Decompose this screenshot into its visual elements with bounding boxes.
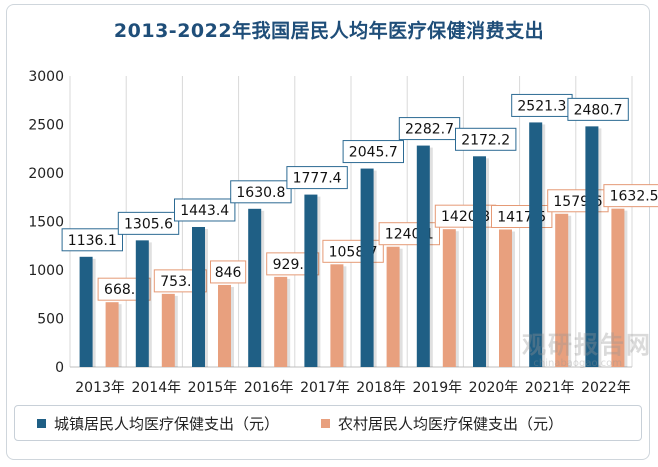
- x-tick-label: 2014年: [131, 380, 181, 396]
- y-tick-label: 0: [55, 360, 64, 376]
- legend-item-urban: 城镇居民人均医疗保健支出（元）: [37, 413, 279, 434]
- data-label-box-urban: [286, 166, 348, 190]
- y-tick-label: 3000: [28, 69, 64, 85]
- data-label-box-urban: [342, 140, 405, 164]
- watermark-text: 观研报告网: [522, 331, 652, 359]
- data-label-box-rural: [603, 184, 658, 208]
- x-tick-label: 2021年: [525, 380, 575, 396]
- chart-title: 2013-2022年我国居民人均年医疗保健消费支出: [113, 20, 545, 42]
- bar-urban: [79, 256, 93, 367]
- y-tick-label: 2000: [28, 166, 64, 182]
- data-label-urban: 2521.3: [517, 98, 566, 114]
- bar-rural: [330, 264, 344, 367]
- bar-urban: [248, 208, 262, 367]
- data-label-urban: 1777.4: [293, 171, 342, 187]
- x-tick-label: 2016年: [244, 380, 294, 396]
- watermark-sub: chinabaogao.com: [533, 358, 622, 369]
- x-tick-label: 2013年: [75, 380, 125, 396]
- bar-rural: [442, 229, 456, 367]
- data-label-box-rural: [210, 260, 247, 284]
- legend-item-rural: 农村居民人均医疗保健支出（元）: [321, 413, 563, 434]
- bar-rural: [105, 302, 119, 367]
- bar-rural: [386, 246, 400, 367]
- bar-rural: [218, 284, 231, 367]
- legend-label-rural: 农村居民人均医疗保健支出（元）: [338, 414, 564, 433]
- data-label-box-urban: [61, 228, 123, 252]
- data-label-rural: 753.9: [160, 274, 200, 290]
- data-label-urban: 2045.7: [349, 145, 398, 161]
- x-tick-label: 2015年: [188, 380, 238, 396]
- bar-urban: [135, 240, 149, 367]
- data-label-box-urban: [455, 127, 517, 151]
- data-label-urban: 2172.2: [461, 132, 510, 148]
- data-label-rural: 1632.5: [610, 189, 658, 205]
- legend-swatch-urban: [37, 418, 46, 428]
- bar-rural: [161, 293, 175, 367]
- data-label-rural: 846: [215, 265, 242, 281]
- data-label-box-urban: [230, 180, 292, 204]
- legend: 城镇居民人均医疗保健支出（元） 农村居民人均医疗保健支出（元）: [14, 405, 642, 441]
- bar-rural: [555, 213, 569, 367]
- legend-swatch-rural: [321, 418, 331, 428]
- bar-rural: [274, 276, 288, 367]
- bar-urban: [192, 226, 205, 367]
- x-tick-label: 2017年: [300, 380, 350, 396]
- data-label-rural: 668.2: [104, 282, 144, 298]
- y-tick-label: 1000: [28, 263, 64, 279]
- x-tick-label: 2020年: [469, 380, 519, 396]
- data-label-box-urban: [174, 198, 236, 222]
- data-label-urban: 1136.1: [68, 233, 117, 249]
- y-tick-label: 2500: [28, 118, 64, 134]
- bar-rural: [611, 208, 625, 367]
- y-tick-label: 1500: [28, 215, 64, 231]
- data-label-urban: 1630.8: [236, 185, 285, 201]
- data-label-urban: 2480.7: [574, 102, 623, 118]
- y-tick-label: 500: [37, 312, 64, 328]
- data-label-urban: 1305.6: [124, 216, 173, 232]
- bar-urban: [585, 126, 599, 367]
- bar-rural: [499, 229, 512, 367]
- data-label-urban: 1443.4: [180, 203, 229, 219]
- x-tick-label: 2022年: [581, 380, 631, 396]
- bar-chart: 0 500 1000 1500 2000 2500 3000 1136.1 668.2 2013年…: [28, 69, 658, 396]
- bar-urban: [416, 145, 430, 367]
- bar-urban: [473, 156, 486, 367]
- bar-urban: [304, 194, 318, 367]
- data-label-rural: 929.2: [273, 257, 313, 273]
- legend-label-urban: 城镇居民人均医疗保健支出（元）: [54, 414, 280, 433]
- x-tick-label: 2018年: [356, 380, 406, 396]
- x-tick-label: 2019年: [412, 380, 462, 396]
- bar-urban: [529, 122, 543, 367]
- bar-urban: [360, 168, 374, 367]
- data-label-urban: 2282.7: [405, 122, 454, 138]
- data-label-box-urban: [567, 97, 629, 121]
- data-label-box-urban: [117, 211, 180, 235]
